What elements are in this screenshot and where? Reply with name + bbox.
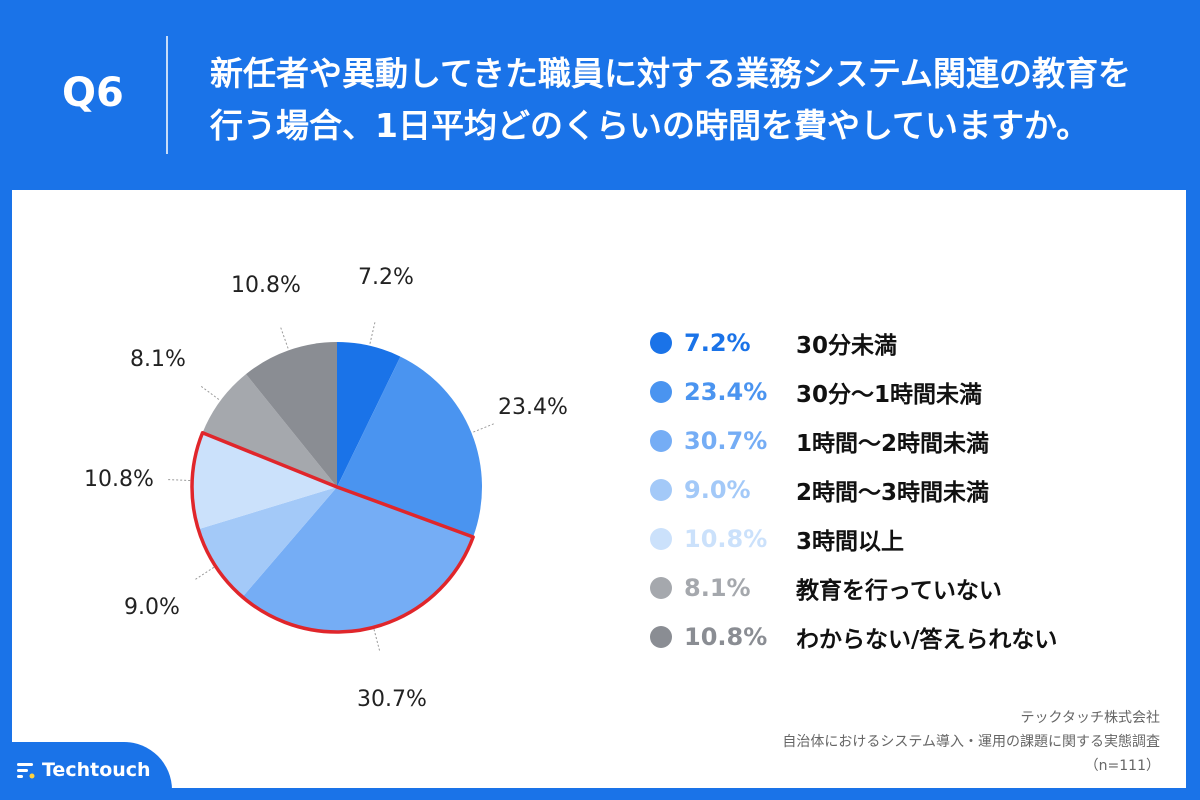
- legend-item: 30.7% 1時間〜2時間未満: [650, 416, 1170, 465]
- slice-data-label: 9.0%: [124, 595, 180, 620]
- legend-item: 10.8% 3時間以上: [650, 514, 1170, 563]
- question-number: Q6: [62, 70, 124, 116]
- legend-percent: 9.0%: [684, 475, 751, 504]
- legend-marker: [650, 331, 672, 354]
- legend-item: 9.0% 2時間〜3時間未満: [650, 465, 1170, 514]
- pie-slice: [337, 356, 482, 537]
- leader-line: [279, 325, 289, 349]
- techtouch-logo-icon: [17, 763, 35, 779]
- chart-legend: 7.2% 30分未満 23.4% 30分〜1時間未満 30.7% 1時間〜2時間…: [650, 318, 1170, 661]
- legend-item: 10.8% わからない/答えられない: [650, 612, 1170, 661]
- pie-slice: [337, 342, 401, 487]
- leader-line: [373, 629, 381, 653]
- source-company: テックタッチ株式会社: [1020, 710, 1160, 726]
- legend-item: 8.1% 教育を行っていない: [650, 563, 1170, 612]
- legend-marker: [650, 429, 672, 452]
- legend-percent: 10.8%: [684, 524, 768, 553]
- legend-percent: 8.1%: [684, 573, 751, 602]
- slice-data-label: 7.2%: [358, 265, 414, 290]
- source-survey: 自治体におけるシステム導入・運用の課題に関する実態調査: [782, 734, 1160, 750]
- question-line-1: 新任者や異動してきた職員に対する業務システム関連の教育を: [210, 54, 1132, 93]
- legend-marker: [650, 576, 672, 599]
- leader-line: [193, 566, 215, 581]
- leader-line: [166, 478, 191, 482]
- legend-label: 3時間以上: [796, 528, 905, 555]
- highlight-outline: [190, 431, 475, 634]
- pie-slice: [245, 342, 337, 487]
- question-text: 新任者や異動してきた職員に対する業務システム関連の教育を 行う場合、1日平均どの…: [210, 48, 1170, 152]
- question-line-2: 行う場合、1日平均どのくらいの時間を費やしていますか。: [210, 106, 1090, 145]
- brand-name: Techtouch: [42, 759, 151, 781]
- pie-slice: [202, 374, 337, 487]
- source-note: テックタッチ株式会社 自治体におけるシステム導入・運用の課題に関する実態調査 （…: [782, 706, 1160, 778]
- legend-label: 2時間〜3時間未満: [796, 479, 990, 506]
- legend-item: 23.4% 30分〜1時間未満: [650, 367, 1170, 416]
- leader-line: [199, 384, 220, 400]
- legend-label: 1時間〜2時間未満: [796, 430, 990, 457]
- legend-label: わからない/答えられない: [796, 626, 1058, 653]
- legend-percent: 30.7%: [684, 426, 768, 455]
- header-divider: [166, 36, 168, 154]
- leader-line: [473, 422, 496, 433]
- legend-label: 教育を行っていない: [796, 577, 1002, 604]
- legend-percent: 23.4%: [684, 377, 768, 406]
- slice-data-label: 10.8%: [231, 273, 301, 298]
- legend-percent: 7.2%: [684, 328, 751, 357]
- slice-data-label: 10.8%: [84, 467, 154, 492]
- legend-item: 7.2% 30分未満: [650, 318, 1170, 367]
- pie-slice: [242, 487, 474, 632]
- slice-data-label: 30.7%: [357, 687, 427, 712]
- leader-line: [369, 320, 376, 344]
- legend-label: 30分〜1時間未満: [796, 381, 983, 408]
- legend-percent: 10.8%: [684, 622, 768, 651]
- legend-marker: [650, 478, 672, 501]
- source-sample: （n=111）: [1084, 758, 1160, 774]
- pie-slice: [198, 487, 337, 597]
- pie-slice: [191, 432, 337, 530]
- legend-marker: [650, 527, 672, 550]
- brand-logo: Techtouch: [0, 742, 172, 800]
- slice-data-label: 23.4%: [498, 395, 568, 420]
- header-banner: Q6 新任者や異動してきた職員に対する業務システム関連の教育を 行う場合、1日平…: [0, 0, 1200, 190]
- legend-marker: [650, 625, 672, 648]
- slice-data-label: 8.1%: [130, 347, 186, 372]
- legend-marker: [650, 380, 672, 403]
- legend-label: 30分未満: [796, 332, 898, 359]
